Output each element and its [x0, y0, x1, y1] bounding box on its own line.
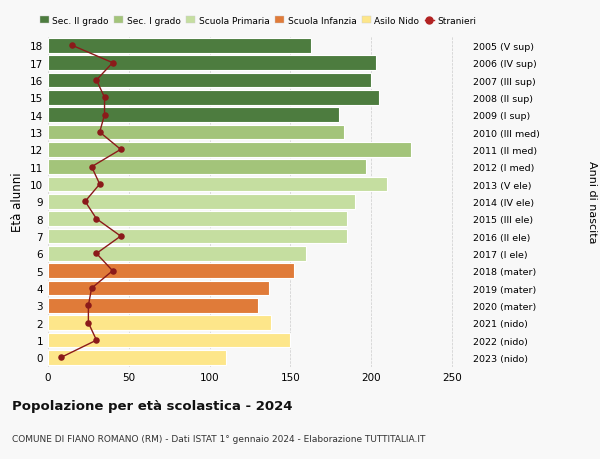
Y-axis label: Età alunni: Età alunni	[11, 172, 25, 232]
Point	[67, 43, 77, 50]
Point	[92, 216, 101, 223]
Point	[108, 268, 118, 275]
Bar	[48, 108, 339, 123]
Point	[100, 95, 109, 102]
Text: Anni di nascita: Anni di nascita	[587, 161, 597, 243]
Bar	[48, 91, 379, 106]
Bar	[48, 246, 307, 261]
Text: COMUNE DI FIANO ROMANO (RM) - Dati ISTAT 1° gennaio 2024 - Elaborazione TUTTITAL: COMUNE DI FIANO ROMANO (RM) - Dati ISTAT…	[12, 434, 425, 443]
Point	[87, 285, 97, 292]
Bar	[48, 125, 344, 140]
Point	[80, 198, 90, 206]
Bar	[48, 281, 269, 296]
Bar	[48, 350, 226, 365]
Bar	[48, 298, 258, 313]
Bar	[48, 212, 347, 227]
Legend: Sec. II grado, Sec. I grado, Scuola Primaria, Scuola Infanzia, Asilo Nido, Stran: Sec. II grado, Sec. I grado, Scuola Prim…	[40, 17, 476, 26]
Bar	[48, 177, 387, 192]
Text: Popolazione per età scolastica - 2024: Popolazione per età scolastica - 2024	[12, 399, 293, 412]
Bar	[48, 333, 290, 348]
Bar	[48, 195, 355, 209]
Point	[56, 354, 66, 361]
Point	[92, 250, 101, 257]
Bar	[48, 264, 293, 279]
Point	[92, 77, 101, 84]
Point	[83, 302, 93, 309]
Point	[100, 112, 109, 119]
Bar	[48, 316, 271, 330]
Bar	[48, 39, 311, 54]
Point	[83, 319, 93, 327]
Point	[95, 181, 104, 188]
Point	[95, 129, 104, 136]
Bar	[48, 56, 376, 71]
Bar	[48, 143, 412, 157]
Point	[87, 164, 97, 171]
Bar	[48, 229, 347, 244]
Bar	[48, 160, 366, 175]
Bar	[48, 73, 371, 88]
Point	[92, 337, 101, 344]
Point	[116, 233, 125, 240]
Point	[116, 146, 125, 154]
Point	[108, 60, 118, 67]
